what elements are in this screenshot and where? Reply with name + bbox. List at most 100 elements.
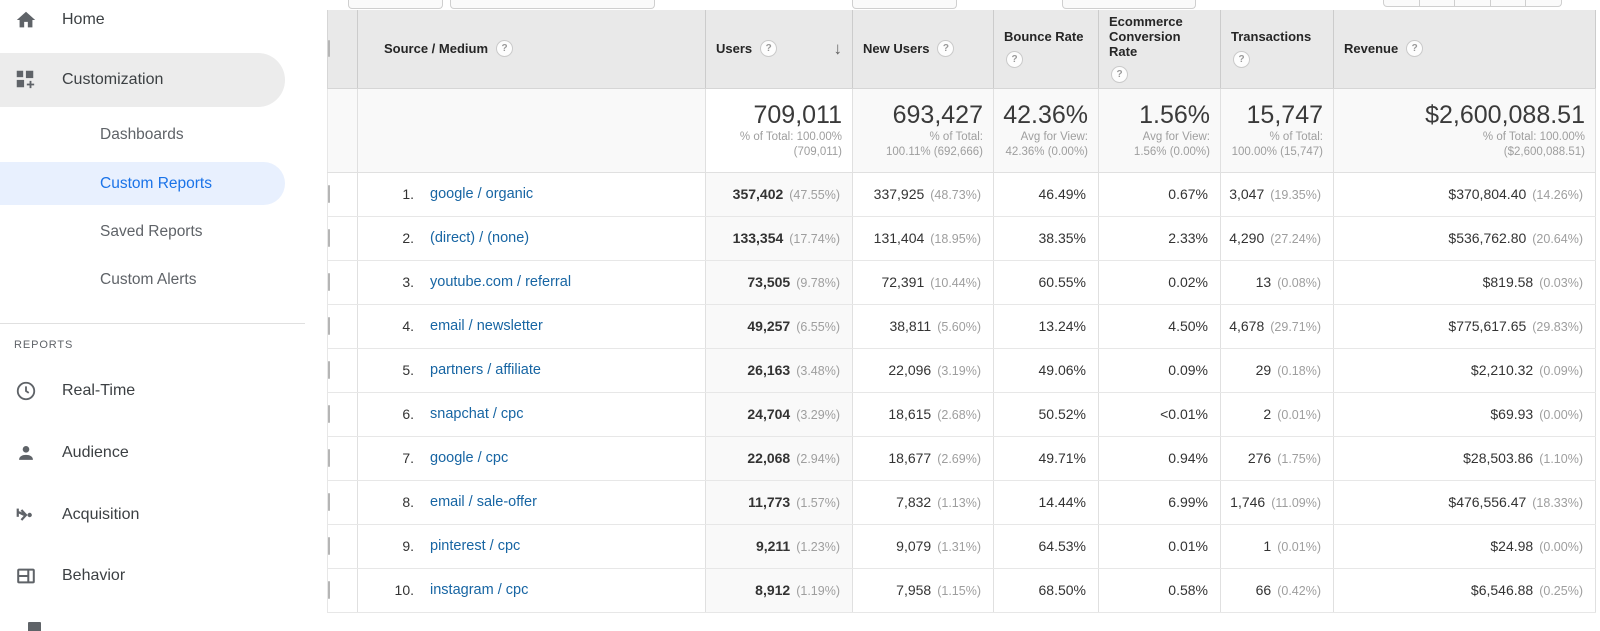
row-checkbox[interactable] <box>328 581 330 599</box>
sidebar-item-saved-reports[interactable]: Saved Reports <box>0 212 285 252</box>
users-cell: 357,402 (47.55%) <box>705 172 853 217</box>
sidebar-item-real-time[interactable]: Real-Time <box>0 371 285 411</box>
new-users-cell: 22,096 (3.19%) <box>852 348 994 393</box>
source-medium-link[interactable]: google / organic <box>430 186 534 202</box>
revenue-cell: $2,210.32 (0.09%) <box>1333 348 1596 393</box>
header-bounce-rate[interactable]: Bounce Rate ? <box>993 10 1099 89</box>
toolbar-button-partial[interactable] <box>1062 0 1196 9</box>
help-icon[interactable]: ? <box>1233 51 1250 69</box>
sidebar-item-dashboards[interactable]: Dashboards <box>0 115 285 155</box>
users-cell: 22,068 (2.94%) <box>705 436 853 481</box>
users-cell: 26,163 (3.48%) <box>705 348 853 393</box>
revenue-cell: $370,804.40 (14.26%) <box>1333 172 1596 217</box>
row-checkbox[interactable] <box>328 493 330 511</box>
summary-transactions: 15,747 % of Total: 100.00% (15,747) <box>1220 88 1334 173</box>
sidebar-item-home[interactable]: Home <box>0 0 285 40</box>
ecr-cell: 2.33% <box>1098 216 1221 261</box>
sort-descending-icon: ↓ <box>833 38 843 58</box>
help-icon[interactable]: ? <box>760 40 778 58</box>
source-medium-link[interactable]: email / newsletter <box>430 318 543 334</box>
sidebar-item-behavior[interactable]: Behavior <box>0 556 285 596</box>
toolbar-button-partial[interactable] <box>348 0 443 9</box>
summary-new-users: 693,427 % of Total: 100.11% (692,666) <box>852 88 994 173</box>
new-users-cell: 72,391 (10.44%) <box>852 260 994 305</box>
new-users-cell: 131,404 (18.95%) <box>852 216 994 261</box>
conversions-icon-partial[interactable] <box>28 622 41 631</box>
bounce-cell: 64.53% <box>993 524 1099 569</box>
help-icon[interactable]: ? <box>1406 40 1424 58</box>
source-medium-link[interactable]: google / cpc <box>430 450 509 466</box>
header-source-medium[interactable]: Source / Medium ? <box>357 10 706 89</box>
header-users[interactable]: Users ? ↓ <box>705 10 853 89</box>
summary-bounce: 42.36% Avg for View: 42.36% (0.00%) <box>993 88 1099 173</box>
transactions-cell: 1,746 (11.09%) <box>1220 480 1334 525</box>
users-cell: 73,505 (9.78%) <box>705 260 853 305</box>
header-new-users[interactable]: New Users ? <box>852 10 994 89</box>
sidebar-item-acquisition[interactable]: Acquisition <box>0 495 285 535</box>
row-checkbox[interactable] <box>328 537 330 555</box>
select-all-checkbox[interactable] <box>328 40 330 58</box>
header-transactions[interactable]: Transactions ? <box>1220 10 1334 89</box>
sidebar-item-custom-alerts[interactable]: Custom Alerts <box>0 260 285 300</box>
sidebar-item-custom-reports[interactable]: Custom Reports <box>0 162 285 205</box>
row-number: 6. <box>402 406 414 422</box>
row-checkbox[interactable] <box>328 405 330 423</box>
toolbar-button-partial[interactable] <box>852 0 957 9</box>
reports-heading: REPORTS <box>14 339 74 351</box>
home-icon <box>14 8 38 32</box>
row-checkbox[interactable] <box>328 185 330 203</box>
revenue-cell: $28,503.86 (1.10%) <box>1333 436 1596 481</box>
help-icon[interactable]: ? <box>496 40 514 58</box>
ecr-cell: 0.94% <box>1098 436 1221 481</box>
clock-icon <box>14 379 38 403</box>
view-toggle-group-partial[interactable] <box>1383 0 1562 7</box>
ecr-cell: <0.01% <box>1098 392 1221 437</box>
new-users-cell: 337,925 (48.73%) <box>852 172 994 217</box>
person-icon <box>14 441 38 465</box>
new-users-cell: 38,811 (5.60%) <box>852 304 994 349</box>
row-number: 4. <box>402 318 414 334</box>
transactions-cell: 4,290 (27.24%) <box>1220 216 1334 261</box>
bounce-cell: 49.06% <box>993 348 1099 393</box>
row-number: 10. <box>394 582 414 598</box>
row-checkbox[interactable] <box>328 361 330 379</box>
source-medium-link[interactable]: snapchat / cpc <box>430 406 524 422</box>
header-revenue[interactable]: Revenue ? <box>1333 10 1596 89</box>
toolbar-dropdown-partial[interactable] <box>450 0 655 9</box>
new-users-cell: 7,832 (1.13%) <box>852 480 994 525</box>
source-medium-link[interactable]: (direct) / (none) <box>430 230 530 246</box>
ecr-cell: 4.50% <box>1098 304 1221 349</box>
source-medium-link[interactable]: email / sale-offer <box>430 494 537 510</box>
table-row: 9. pinterest / cpc 9,211 (1.23%) 9,079 (1.3… <box>327 524 1596 569</box>
table-row: 1. google / organic 357,402 (47.55%) 337,9… <box>327 172 1596 217</box>
sidebar-item-audience[interactable]: Audience <box>0 433 285 473</box>
header-ecommerce-conversion-rate[interactable]: Ecommerce Conversion Rate ? <box>1098 10 1221 89</box>
ecr-cell: 0.02% <box>1098 260 1221 305</box>
new-users-cell: 9,079 (1.31%) <box>852 524 994 569</box>
revenue-cell: $819.58 (0.03%) <box>1333 260 1596 305</box>
row-number: 2. <box>402 230 414 246</box>
source-medium-link[interactable]: partners / affiliate <box>430 362 541 378</box>
row-checkbox[interactable] <box>328 449 330 467</box>
bounce-cell: 50.52% <box>993 392 1099 437</box>
source-medium-link[interactable]: instagram / cpc <box>430 582 529 598</box>
sidebar-item-customization[interactable]: Customization <box>0 53 285 107</box>
source-medium-link[interactable]: youtube.com / referral <box>430 274 572 290</box>
source-medium-link[interactable]: pinterest / cpc <box>430 538 521 554</box>
sidebar-item-label: Behavior <box>62 567 126 584</box>
row-checkbox[interactable] <box>328 229 330 247</box>
sidebar-item-label: Acquisition <box>62 506 140 523</box>
help-icon[interactable]: ? <box>937 40 955 58</box>
sidebar-divider <box>0 323 305 324</box>
help-icon[interactable]: ? <box>1006 51 1023 69</box>
row-checkbox[interactable] <box>328 317 330 335</box>
help-icon[interactable]: ? <box>1111 66 1128 84</box>
ecr-cell: 0.09% <box>1098 348 1221 393</box>
users-cell: 8,912 (1.19%) <box>705 568 853 613</box>
row-number: 5. <box>402 362 414 378</box>
transactions-cell: 2 (0.01%) <box>1220 392 1334 437</box>
users-cell: 9,211 (1.23%) <box>705 524 853 569</box>
header-checkbox-cell <box>327 10 358 89</box>
table-row: 8. email / sale-offer 11,773 (1.57%) 7,832… <box>327 480 1596 525</box>
row-checkbox[interactable] <box>328 273 330 291</box>
